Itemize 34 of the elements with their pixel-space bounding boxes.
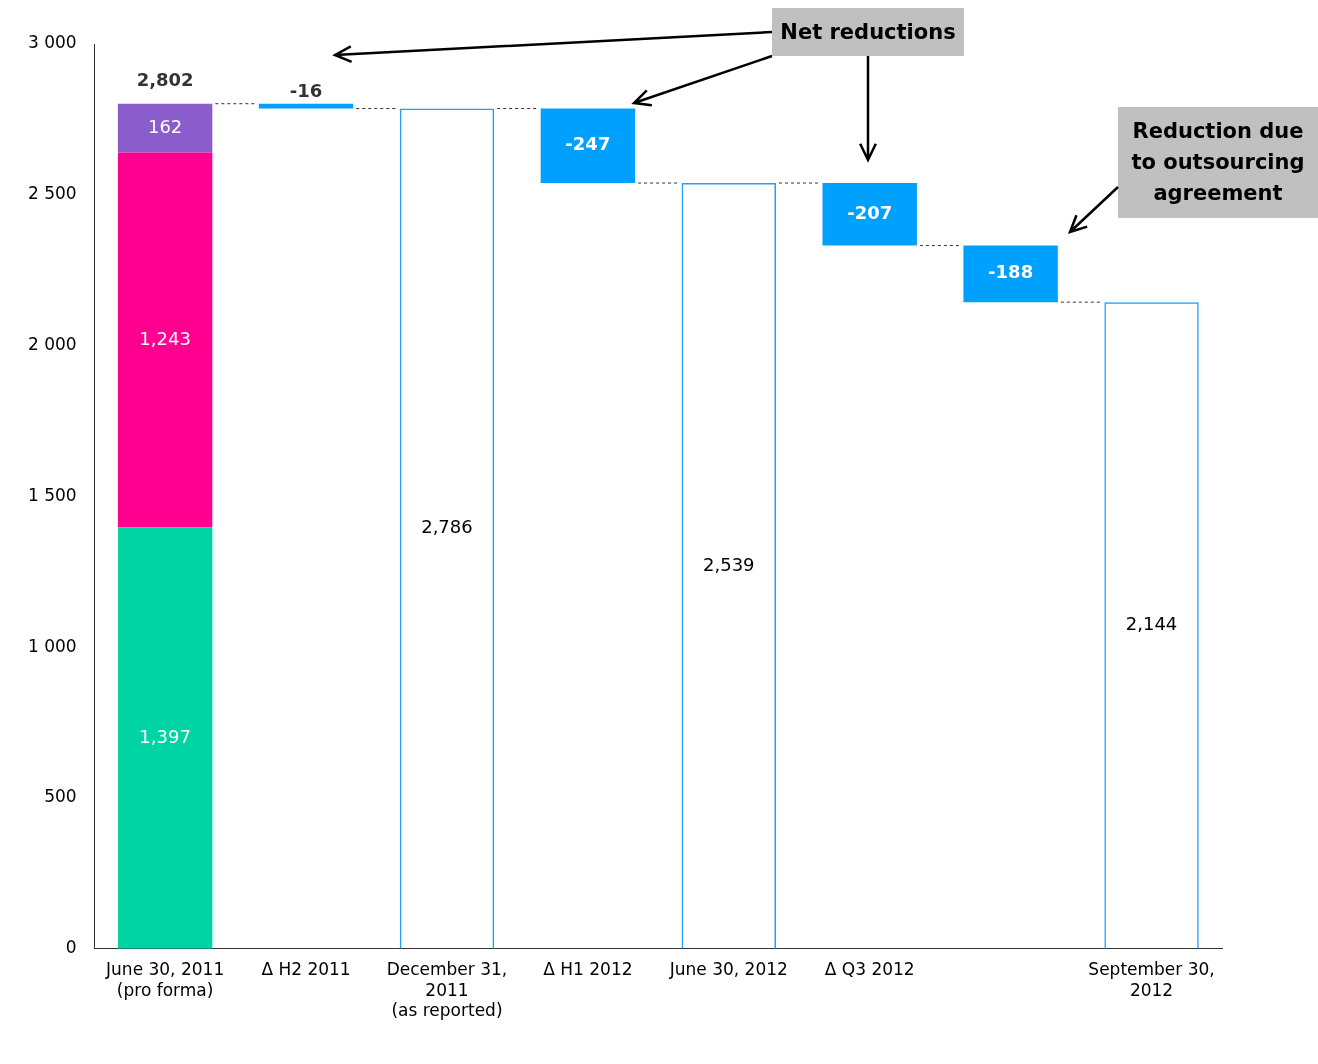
data-label: -16 <box>289 80 323 102</box>
total-label: 2,802 <box>136 69 194 91</box>
data-label: -188 <box>988 261 1034 283</box>
y-tick-label: 2 500 <box>28 183 77 204</box>
data-label: 162 <box>147 115 183 137</box>
y-tick-label: 0 <box>65 937 77 958</box>
bar <box>258 103 354 109</box>
x-tick-label: Δ Q3 2012 <box>824 959 915 980</box>
annotation: Reduction due to outsourcing agreement <box>1118 107 1318 218</box>
data-label: -247 <box>565 133 611 155</box>
x-tick-label: September 30, 2012 <box>1088 959 1215 1000</box>
bar <box>117 103 213 153</box>
data-label: 2,786 <box>421 516 473 538</box>
x-tick-label: June 30, 2012 <box>668 959 788 980</box>
bar <box>117 527 213 949</box>
bar <box>822 183 917 246</box>
x-tick-label: Δ H2 2011 <box>261 959 351 980</box>
data-label: 2,144 <box>1125 613 1178 635</box>
y-tick-label: 1 500 <box>28 484 77 505</box>
x-tick-label: June 30, 2011 (pro forma) <box>105 959 225 1000</box>
y-tick-label: 1 000 <box>28 635 77 656</box>
data-label: 2,539 <box>703 553 755 575</box>
x-tick-label: December 31, 2011 (as reported) <box>386 959 508 1021</box>
x-tick-label: Δ H1 2012 <box>543 959 633 980</box>
bar <box>963 245 1058 303</box>
data-label: -207 <box>847 201 893 223</box>
y-tick-label: 500 <box>44 786 77 807</box>
text: Net reductions <box>772 8 964 56</box>
y-tick-label: 2 000 <box>28 334 77 355</box>
bar <box>540 108 636 184</box>
data-label: 1,243 <box>139 327 191 349</box>
y-tick-label: 3 000 <box>28 32 77 53</box>
bar <box>117 152 213 528</box>
data-label: 1,397 <box>139 725 191 747</box>
